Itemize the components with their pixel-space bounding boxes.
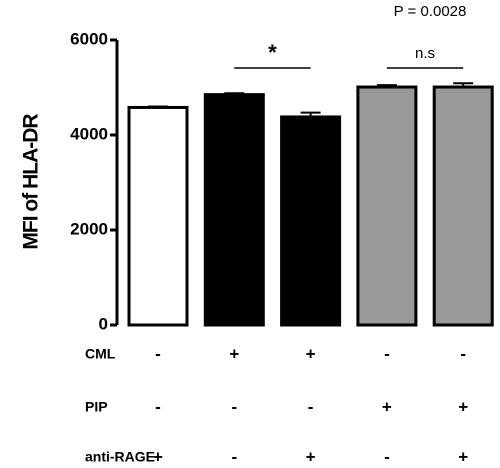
bar xyxy=(356,85,418,327)
condition-label: anti-RAGE xyxy=(85,449,155,465)
condition-sign: + xyxy=(382,397,392,416)
condition-sign: - xyxy=(155,344,161,363)
condition-sign: + xyxy=(306,447,316,466)
y-tick-label: 4000 xyxy=(70,124,108,143)
bar xyxy=(432,85,494,327)
y-axis-label: MFI of HLA-DR xyxy=(20,114,43,250)
condition-sign: - xyxy=(155,397,161,416)
condition-sign: + xyxy=(306,344,316,363)
condition-sign: - xyxy=(460,344,466,363)
condition-label: PIP xyxy=(85,399,108,415)
condition-sign: - xyxy=(231,397,237,416)
condition-sign: + xyxy=(153,447,163,466)
condition-label: CML xyxy=(85,346,116,362)
p-value: P = 0.0028 xyxy=(394,3,467,20)
condition-sign: + xyxy=(229,344,239,363)
y-tick-label: 0 xyxy=(99,314,108,333)
bracket-label: * xyxy=(268,40,277,65)
y-tick-label: 2000 xyxy=(70,219,108,238)
bar xyxy=(280,115,342,327)
bar xyxy=(127,105,189,327)
condition-sign: - xyxy=(308,397,314,416)
bar xyxy=(203,93,265,327)
condition-sign: + xyxy=(458,447,468,466)
bracket-label: n.s xyxy=(415,45,435,62)
condition-sign: + xyxy=(458,397,468,416)
y-tick-label: 6000 xyxy=(70,29,108,48)
condition-sign: - xyxy=(231,447,237,466)
condition-sign: - xyxy=(384,344,390,363)
condition-sign: - xyxy=(384,447,390,466)
